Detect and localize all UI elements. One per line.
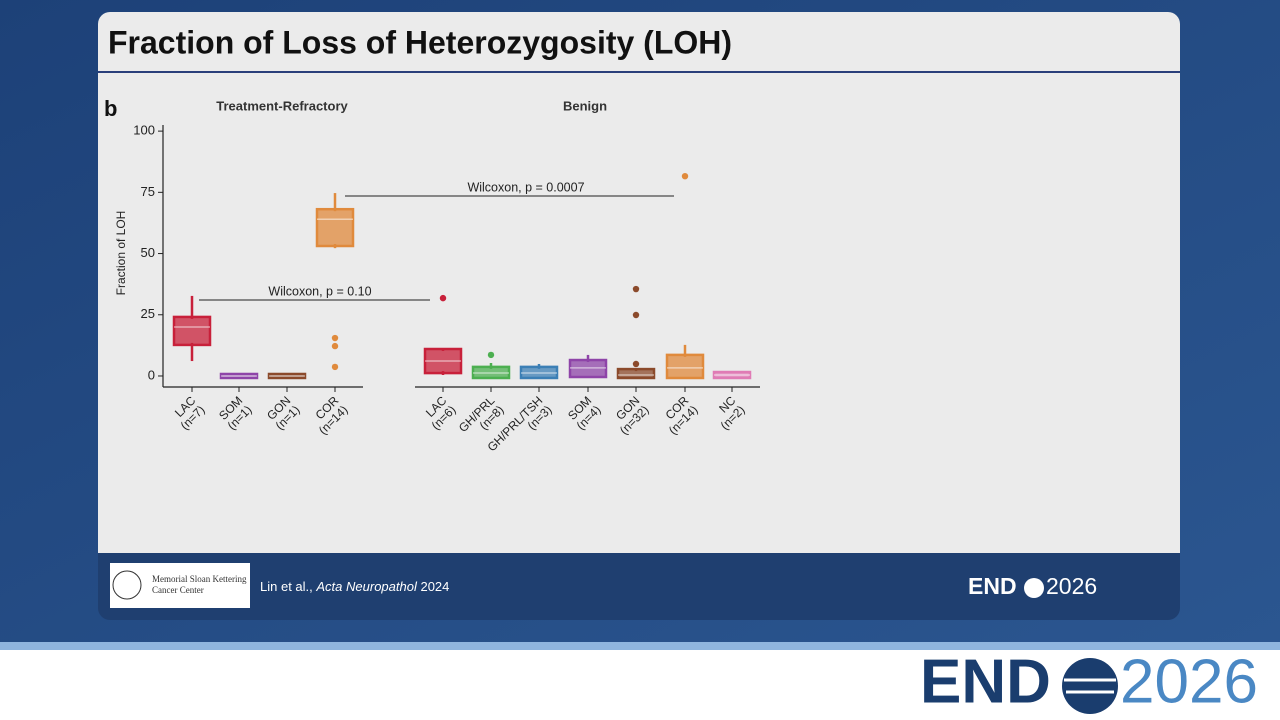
outlier [331,334,339,342]
group-title: Treatment-Refractory [216,98,348,113]
citation-year: 2024 [420,579,449,594]
box [616,367,656,380]
stripe [0,642,1280,650]
logo-left: END [920,647,1051,716]
outlier [632,311,640,319]
citation-authors: Lin et al., [260,579,313,594]
outlier [632,360,640,368]
logo-right: 2026 [1120,647,1258,716]
comparison-label: Wilcoxon, p = 0.10 [268,284,371,298]
outlier [632,285,640,293]
y-tick-label: 75 [141,184,155,199]
logo-globe [1062,658,1118,714]
logo-right: 2026 [1046,573,1097,599]
institution-logo [110,563,250,608]
outlier [439,294,447,302]
outlier [487,351,495,359]
y-tick-label: 0 [148,367,155,382]
group-title: Benign [563,98,607,113]
logo-globe-lines [1064,678,1116,694]
slide-title: Fraction of Loss of Heterozygosity (LOH) [108,24,732,60]
box [315,207,355,248]
y-tick-label: 25 [141,306,155,321]
institution-emblem [112,570,142,600]
outlier [331,363,339,371]
outlier [681,172,689,180]
box [172,315,212,347]
y-tick-label: 100 [133,123,155,138]
institution-name: Cancer Center [152,585,204,595]
box [665,353,705,380]
citation-journal: Acta Neuropathol [315,579,418,594]
comparison-label: Wilcoxon, p = 0.0007 [467,180,584,194]
logo-left: END [968,573,1017,599]
outlier [331,342,339,350]
institution-name: Memorial Sloan Kettering [152,574,247,584]
logo-globe [1024,578,1044,598]
y-axis-label: Fraction of LOH [114,211,128,296]
y-tick-label: 50 [141,245,155,260]
citation: Lin et al., Acta Neuropathol 2024 [260,579,449,594]
panel-label: b [104,96,117,121]
content-area [98,12,1180,553]
